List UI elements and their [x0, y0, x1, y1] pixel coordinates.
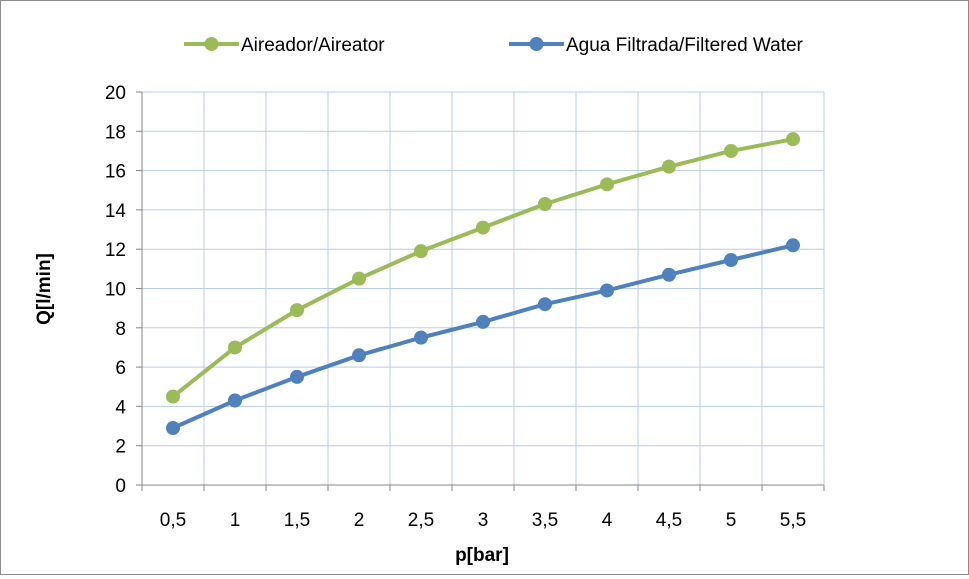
x-tick-label: 4 — [602, 510, 613, 531]
data-point — [662, 159, 676, 174]
data-point — [290, 303, 304, 318]
gridlines — [142, 91, 825, 485]
y-tick-label: 2 — [115, 437, 126, 458]
data-point — [228, 340, 242, 355]
x-tick-label: 4,5 — [656, 510, 682, 531]
y-tick-label: 16 — [105, 162, 126, 183]
data-point — [662, 267, 676, 282]
y-tick-label: 0 — [115, 476, 126, 497]
legend-label: Aireador/Aireator — [241, 35, 385, 56]
legend-swatch-marker — [529, 37, 544, 51]
data-point — [166, 421, 180, 436]
data-point — [166, 389, 180, 404]
data-point — [228, 393, 242, 408]
data-point — [352, 271, 366, 286]
data-point — [786, 238, 800, 253]
data-point — [786, 132, 800, 147]
y-tick-label: 6 — [115, 358, 126, 379]
x-tick-label: 5 — [726, 510, 737, 531]
data-point — [600, 177, 614, 192]
data-point — [476, 314, 490, 329]
x-tick-label: 2,5 — [408, 510, 434, 531]
series-group — [166, 132, 800, 436]
legend: Aireador/Aireator Agua Filtrada/Filtered … — [184, 35, 804, 56]
data-point — [352, 348, 366, 363]
tick-labels: 0 2 4 6 8 10 12 14 16 18 20 0,5 1 1,5 2 2,5 3 3,5 4 4,5 5 5,5 — [105, 83, 806, 531]
y-axis-title: Q[l/min] — [34, 253, 55, 325]
data-point — [538, 297, 552, 312]
x-tick-label: 1 — [230, 510, 241, 531]
legend-swatch-marker — [204, 37, 219, 51]
x-tick-label: 1,5 — [284, 510, 310, 531]
legend-label: Agua Filtrada/Filtered Water — [566, 35, 804, 56]
x-tick-label: 2 — [354, 510, 365, 531]
x-tick-label: 3,5 — [532, 510, 558, 531]
y-tick-label: 18 — [105, 122, 126, 143]
data-point — [414, 330, 428, 345]
x-axis-title: p[bar] — [455, 545, 509, 566]
x-tick-label: 3 — [478, 510, 489, 531]
y-tick-label: 8 — [115, 319, 126, 340]
data-point — [290, 369, 304, 384]
data-point — [476, 220, 490, 235]
x-tick-label: 0,5 — [160, 510, 186, 531]
data-point — [600, 283, 614, 298]
data-point — [538, 197, 552, 212]
data-point — [414, 244, 428, 259]
data-point — [724, 143, 738, 158]
y-tick-label: 20 — [105, 83, 126, 104]
x-tick-label: 5,5 — [780, 510, 806, 531]
y-tick-label: 10 — [105, 280, 126, 301]
y-tick-label: 12 — [105, 240, 126, 261]
y-tick-label: 14 — [105, 201, 127, 222]
axes — [136, 91, 825, 491]
y-tick-label: 4 — [115, 397, 126, 418]
data-point — [724, 253, 738, 268]
